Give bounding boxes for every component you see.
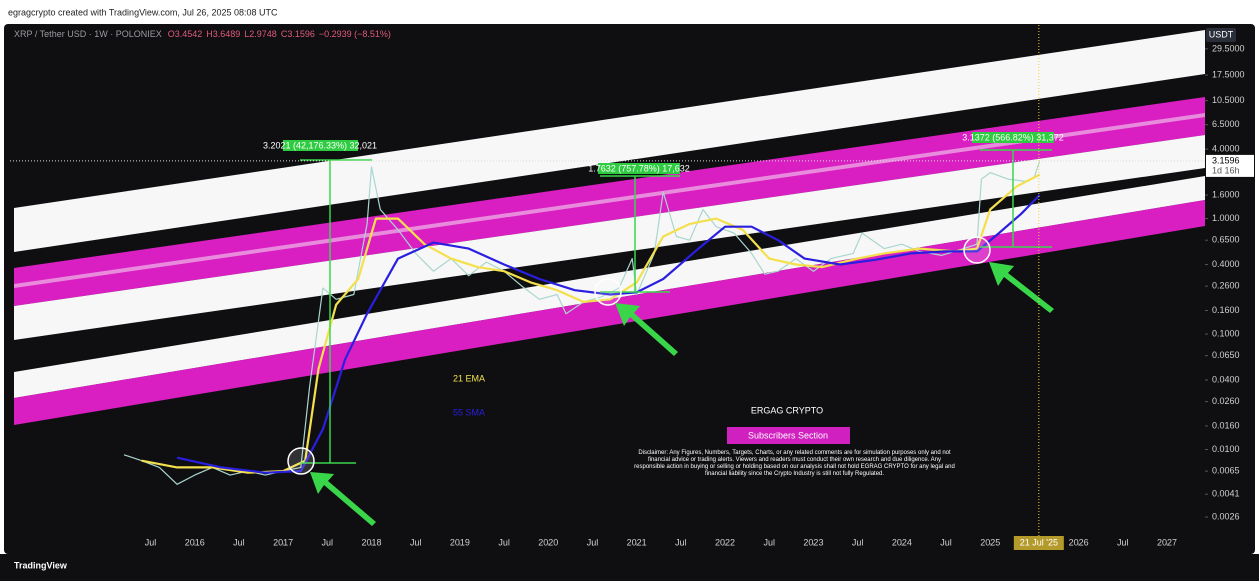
x-tick-label: 2025 [980, 537, 1000, 547]
y-tick-label: 0.1600 [1212, 305, 1240, 315]
symbol: XRP / Tether USD · 1W · POLONIEX O3.4542 H… [14, 29, 391, 39]
y-tick-label: 29.5000 [1212, 43, 1245, 53]
countdown: 1d 16h [1212, 165, 1240, 175]
y-tick-label: 6.5000 [1212, 119, 1240, 129]
y-tick-label: 0.0065 [1212, 465, 1240, 475]
price-line [123, 160, 1041, 485]
y-tick-label: 10.5000 [1212, 95, 1245, 105]
x-tick-label: Jul [763, 537, 775, 547]
crosshair-label-bg [1013, 536, 1064, 550]
currency-bg [1206, 28, 1236, 42]
channels [14, 30, 1205, 425]
y-tick-label: 0.1000 [1212, 328, 1240, 338]
x-tick-label: 2027 [1157, 537, 1177, 547]
ohlc: O3.4542 [168, 29, 203, 39]
x-tick-label: Jul [940, 537, 952, 547]
y-tick-label: 4.0000 [1212, 143, 1240, 153]
badge-bg [727, 427, 850, 444]
x-tick-label: 2020 [538, 537, 558, 547]
y-tick-label: 0.0260 [1212, 396, 1240, 406]
y-tick-label: 0.0160 [1212, 420, 1240, 430]
y-tick-label: 1.0000 [1212, 213, 1240, 223]
x-tick-label: 2026 [1069, 537, 1089, 547]
y-tick-label: 0.0650 [1212, 350, 1240, 360]
x-tick-label: Jul [675, 537, 687, 547]
x-tick-label: Jul [1117, 537, 1129, 547]
y-tick-label: 17.5000 [1212, 69, 1245, 79]
ohlc: L2.9748 [244, 29, 277, 39]
x-tick-label: Jul [322, 537, 334, 547]
measure-label: 3.2021 (42,176.33%) 32,021 [263, 140, 377, 150]
y-tick-label: 0.0026 [1212, 511, 1240, 521]
x-tick-label: Jul [233, 537, 245, 547]
badge: Subscribers Section [748, 430, 828, 440]
x-tick-label: Jul [587, 537, 599, 547]
arrows [310, 262, 1054, 526]
y-tick-label: 1.6000 [1212, 189, 1240, 199]
last-price: 3.1596 [1212, 155, 1240, 165]
page-header: egragcrypto created with TradingView.com… [8, 7, 278, 17]
y-tick-label: 0.0100 [1212, 444, 1240, 454]
x-tick-label: 2017 [273, 537, 293, 547]
y-tick-label: 0.2600 [1212, 281, 1240, 291]
footer: TradingView [14, 560, 68, 570]
y-tick-label: 0.6500 [1212, 235, 1240, 245]
x-tick-label: 2021 [627, 537, 647, 547]
y-tick-label: 0.4000 [1212, 259, 1240, 269]
indicator-line [141, 173, 1041, 474]
last-price-bg [1206, 154, 1254, 177]
y-tick-label: 0.0041 [1212, 489, 1240, 499]
x-tick-label: 2024 [892, 537, 912, 547]
symbol: XRP / Tether USD · 1W · POLONIEX [14, 29, 162, 39]
measure-labels: 3.2021 (42,176.33%) 32,021 1.7632 (757.7… [263, 132, 1064, 174]
y-tick-label: 0.0400 [1212, 374, 1240, 384]
measures [287, 149, 1052, 475]
watermark: ERGAG CRYPTO [751, 405, 823, 415]
x-tick-label: 2023 [803, 537, 823, 547]
x-tick-label: 2018 [361, 537, 381, 547]
x-tick-label: Jul [145, 537, 157, 547]
measure-label: 1.7632 (757.78%) 17,632 [588, 163, 690, 173]
x-tick-label: Jul [498, 537, 510, 547]
currency: USDT [1209, 29, 1234, 39]
crosshair-label: 21 Jul '25 [1020, 537, 1058, 547]
ohlc: C3.1596 [281, 29, 315, 39]
ohlc: −0.2939 (−8.51%) [319, 29, 391, 39]
legend-entry: 21 EMA [453, 373, 485, 383]
x-tick-label: 2016 [185, 537, 205, 547]
x-tick-label: 2022 [715, 537, 735, 547]
disclaimer: Disclaimer: Any Figures, Numbers, Target… [634, 450, 955, 477]
footer-bg [0, 554, 1259, 581]
x-tick-label: 2019 [450, 537, 470, 547]
ohlc: H3.6489 [206, 29, 240, 39]
x-tick-label: Jul [410, 537, 422, 547]
x-tick-label: Jul [852, 537, 864, 547]
measure-label: 3.1372 (566.82%) 31,372 [962, 132, 1064, 142]
legend-entry: 55 SMA [453, 407, 485, 417]
